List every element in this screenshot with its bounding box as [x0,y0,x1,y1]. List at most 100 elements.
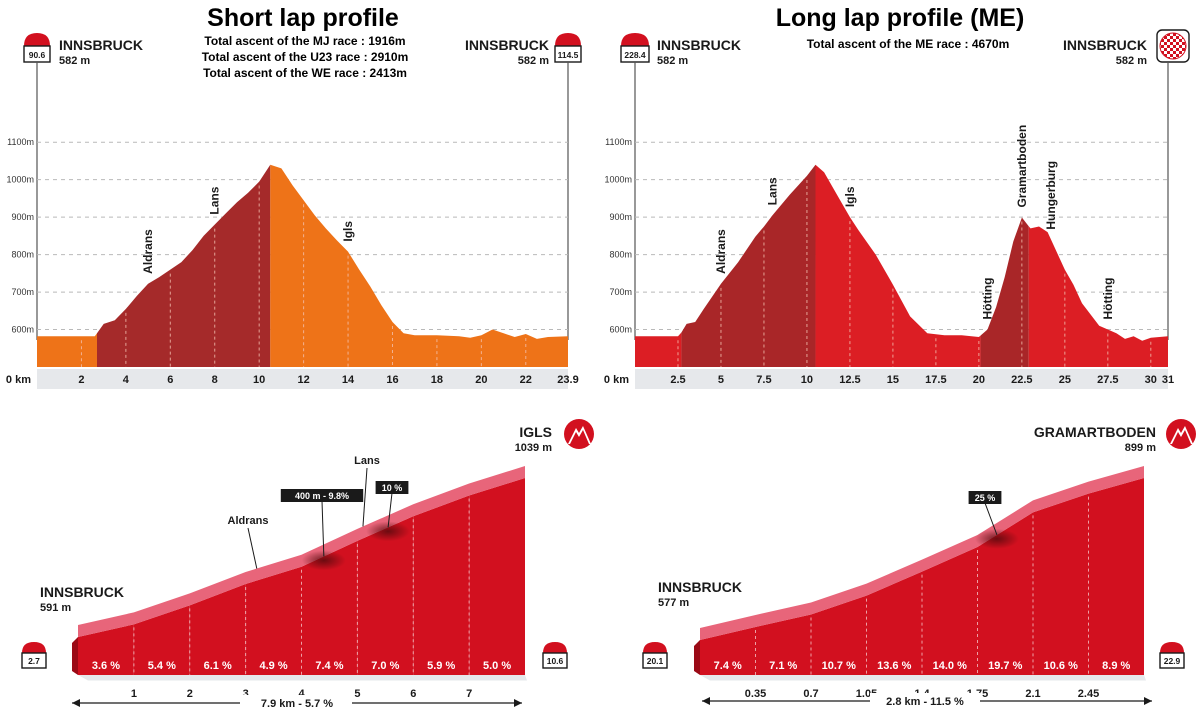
profile-segment-flat [37,333,97,367]
place-label: Aldrans [228,515,269,527]
x-tick-label: 2.5 [670,374,685,386]
x-tick-label: 0.35 [745,688,766,700]
svg-text:7.9 km - 5.7 %: 7.9 km - 5.7 % [261,698,333,710]
gradient-segment [700,626,756,675]
place-label: Lans [354,455,380,467]
gradient-label: 13.6 % [877,660,911,672]
gradient-label: 5.4 % [148,660,176,672]
gradient-label: 5.0 % [483,660,511,672]
gradient-segment [922,547,978,675]
gradient-label: 6.1 % [204,660,232,672]
gradient-segment [189,584,246,675]
callout-text: 400 m - 9.8% [295,491,349,501]
profile-segment-flat [635,332,682,367]
long-lap-start-alt: 582 m [657,55,688,67]
long-climb-summary: 2.8 km - 11.5 % [702,693,1152,709]
x-tick-label: 23.9 [557,374,578,386]
profile-segment-climb [681,164,816,367]
x-tick-label: 2.45 [1078,688,1099,700]
gradient-label: 14.0 % [933,660,967,672]
long-climb-start-alt: 577 m [658,597,689,609]
long-lap-start-km-marker: 228.4 [620,33,650,63]
gradient-segment [1033,493,1089,675]
x-tick-label: 1 [131,688,137,700]
x-tick-label: 12 [297,374,309,386]
gradient-label: 7.4 % [315,660,343,672]
x-tick-label: 8 [212,374,218,386]
x-axis-band [635,369,1168,389]
place-label: Aldrans [714,229,728,274]
short-lap-finish-alt: 582 m [518,55,549,67]
callout-leader [321,500,325,557]
short-lap-chart: 600m 700m 800m 900m 1000m 1100m Aldrans Lans Igl… [6,137,579,389]
gradient-label: 10.7 % [822,660,856,672]
callout-leader [387,492,393,528]
long-lap-title: Long lap profile (ME) [776,4,1025,32]
short-lap-start-alt: 582 m [59,55,90,67]
x-tick-label: 10 [801,374,813,386]
svg-text:22.9: 22.9 [1164,656,1181,666]
x-tick-label: 22 [520,374,532,386]
x-tick-label: 16 [386,374,398,386]
gradient-segment [469,478,525,675]
climb-base [78,675,527,681]
short-lap-start-name: INNSBRUCK [59,37,143,53]
callout-text: 10 % [382,483,403,493]
place-label: Hötting [1101,278,1115,320]
x-tick-label: 20 [475,374,487,386]
y-tick-label: 700m [609,287,632,297]
gradient-label: 19.7 % [988,660,1022,672]
x-tick-label: 5 [354,688,360,700]
x-tick-label: 7 [466,688,472,700]
svg-text:2.7: 2.7 [28,656,40,666]
place-label: Lans [208,186,222,214]
long-climb-summit-name: GRAMARTBODEN [1034,424,1156,440]
x-tick-label: 0 km [604,374,629,386]
y-tick-label: 800m [609,250,632,260]
gradient-label: 7.0 % [371,660,399,672]
y-tick-label: 800m [11,250,34,260]
x-tick-label: 18 [431,374,443,386]
x-tick-label: 2.1 [1025,688,1040,700]
y-tick-label: 600m [609,325,632,335]
profile-segment-descent [270,164,568,367]
climb-end-face [72,637,78,675]
long-climb-start-km-marker: 20.1 [642,642,668,669]
short-lap-finish-km-marker: 114.5 [554,33,582,63]
x-tick-label: 3 [243,688,249,700]
x-tick-label: 17.5 [925,374,946,386]
long-climb-summit-alt: 899 m [1125,442,1156,454]
gradient-segment [78,624,134,675]
place-leader [247,527,258,569]
y-tick-label: 900m [11,212,34,222]
callout-box [968,491,1002,504]
x-tick-label: 6 [410,688,416,700]
x-tick-label: 0 km [6,374,31,386]
y-tick-label: 1000m [6,175,34,185]
mountain-icon [1166,419,1196,449]
short-climb-start-alt: 591 m [40,602,71,614]
callout-box [375,481,409,494]
short-climb-start-name: INNSBRUCK [40,584,124,600]
short-lap-ascent-3: Total ascent of the WE race : 2413m [203,66,407,80]
x-tick-label: 7.5 [756,374,771,386]
x-tick-label: 2 [187,688,193,700]
gradient-label: 5.9 % [427,660,455,672]
steep-section-shade [301,550,346,571]
place-label: Igls [341,221,355,242]
svg-text:228.4: 228.4 [624,50,646,60]
callout-leader [984,502,998,536]
long-lap-chart: 600m 700m 800m 900m 1000m 1100m Aldrans Lans Igl… [604,125,1174,389]
gradient-segment [1088,478,1144,675]
place-label: Lans [766,177,780,205]
x-tick-label: 15 [887,374,899,386]
short-climb-summary: 7.9 km - 5.7 % [72,695,522,711]
x-tick-label: 25 [1059,374,1071,386]
gradient-segment [755,614,811,675]
gradient-label: 8.9 % [1102,660,1130,672]
x-tick-label: 20 [973,374,985,386]
gradient-segment [811,595,867,675]
x-tick-label: 4 [298,688,305,700]
gradient-segment [977,512,1033,675]
long-lap-finish-alt: 582 m [1116,55,1147,67]
